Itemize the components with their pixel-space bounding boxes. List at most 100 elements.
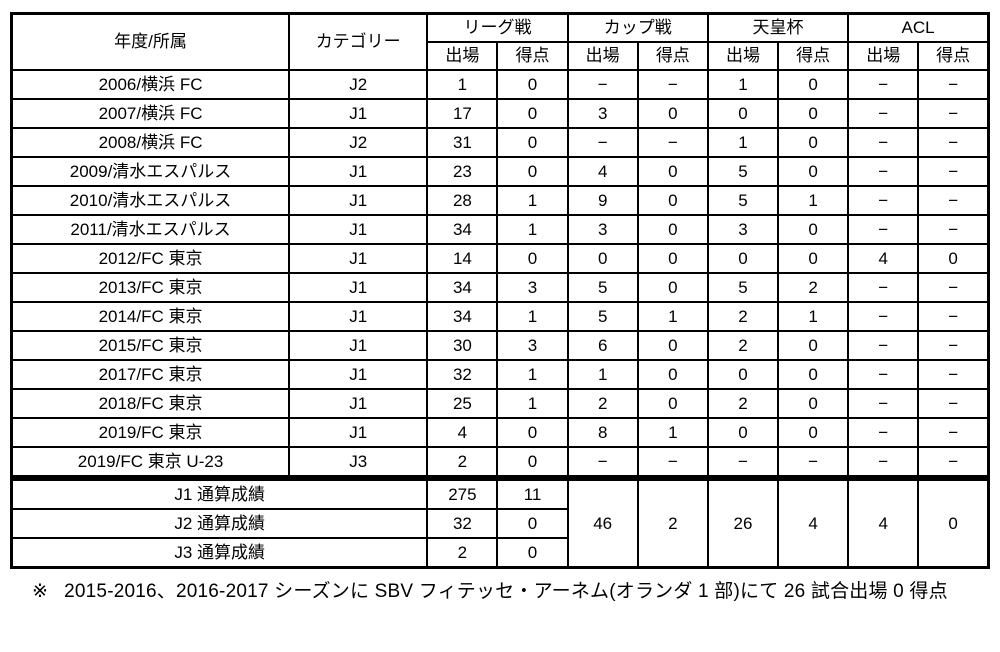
table-row: 2019/FC 東京 U-23 J3 2 0 − − − − − − <box>10 446 990 479</box>
category-cell: J1 <box>288 156 429 187</box>
category-cell: J1 <box>288 98 429 129</box>
emperor-apps-cell: 2 <box>706 388 780 419</box>
league-apps-header: 出場 <box>426 41 499 71</box>
cup-apps-cell: 3 <box>566 214 639 245</box>
league-apps-cell: 4 <box>426 417 499 448</box>
cup-apps-header: 出場 <box>566 41 639 71</box>
cup-apps-cell: 5 <box>566 272 639 303</box>
totals-label: J1 通算成績 <box>10 475 429 510</box>
acl-apps-cell: − <box>847 359 920 390</box>
league-apps-cell: 14 <box>426 243 499 274</box>
league-goals-cell: 0 <box>496 69 569 100</box>
league-group-header: リーグ戦 <box>426 12 569 43</box>
table-row: 2007/横浜 FC J1 17 0 3 0 0 0 − − <box>10 98 990 129</box>
emperor-apps-cell: 5 <box>706 185 780 216</box>
emperor-apps-cell: 3 <box>706 214 780 245</box>
totals-row-j1: J1 通算成績 275 11 46 2 26 4 4 0 <box>10 475 990 569</box>
emperor-apps-cell: 0 <box>706 243 780 274</box>
cup-apps-cell: − <box>566 127 639 158</box>
league-goals-cell: 0 <box>496 127 569 158</box>
header-group-row: 年度/所属 カテゴリー リーグ戦 カップ戦 天皇杯 ACL <box>10 12 990 71</box>
table-header: 年度/所属 カテゴリー リーグ戦 カップ戦 天皇杯 ACL 出場 得点 出場 得… <box>10 12 990 71</box>
cup-apps-cell: − <box>566 446 639 479</box>
cup-apps-cell: 6 <box>566 330 639 361</box>
acl-goals-cell: − <box>917 388 990 419</box>
acl-goals-cell: − <box>917 156 990 187</box>
acl-apps-cell: − <box>847 127 920 158</box>
acl-apps-cell: − <box>847 330 920 361</box>
cup-goals-cell: − <box>636 69 709 100</box>
emperor-goals-cell: 1 <box>777 185 850 216</box>
acl-goals-header: 得点 <box>917 41 990 71</box>
year-club-cell: 2007/横浜 FC <box>10 98 291 129</box>
year-club-cell: 2017/FC 東京 <box>10 359 291 390</box>
emperor-goals-cell: 1 <box>777 301 850 332</box>
cup-goals-header: 得点 <box>636 41 709 71</box>
stats-body: 2006/横浜 FC J2 1 0 − − 1 0 − − 2007/横浜 FC… <box>10 69 990 479</box>
acl-apps-cell: − <box>847 301 920 332</box>
table-row: 2019/FC 東京 J1 4 0 8 1 0 0 − − <box>10 417 990 448</box>
acl-apps-cell: − <box>847 185 920 216</box>
acl-apps-cell: − <box>847 214 920 245</box>
year-club-cell: 2018/FC 東京 <box>10 388 291 419</box>
acl-apps-cell: − <box>847 272 920 303</box>
acl-group-header: ACL <box>847 12 990 43</box>
emperor-apps-cell: 1 <box>706 69 780 100</box>
emperor-goals-cell: 0 <box>777 214 850 245</box>
category-cell: J1 <box>288 272 429 303</box>
cup-goals-cell: 0 <box>636 272 709 303</box>
cup-apps-cell: 5 <box>566 301 639 332</box>
totals-row-j2: J2 通算成績 32 0 <box>10 508 989 539</box>
cup-apps-cell: 4 <box>566 156 639 187</box>
career-stats-table: 年度/所属 カテゴリー リーグ戦 カップ戦 天皇杯 ACL 出場 得点 出場 得… <box>10 12 990 569</box>
cup-apps-cell: 2 <box>566 388 639 419</box>
emperor-apps-cell: 5 <box>706 272 780 303</box>
acl-apps-cell: 4 <box>847 243 920 274</box>
cup-total-goals-cell: 2 <box>636 475 709 569</box>
emperor-goals-cell: 0 <box>777 359 850 390</box>
table-row: 2012/FC 東京 J1 14 0 0 0 0 0 4 0 <box>10 243 990 274</box>
emperor-goals-cell: 0 <box>777 98 850 129</box>
league-goals-cell: 1 <box>496 388 569 419</box>
emperor-goals-cell: 0 <box>777 417 850 448</box>
emperor-total-apps-cell: 26 <box>706 475 780 569</box>
league-goals-cell: 0 <box>496 446 569 479</box>
emperor-apps-cell: 2 <box>706 330 780 361</box>
acl-apps-cell: − <box>847 417 920 448</box>
category-cell: J3 <box>288 446 429 479</box>
emperor-total-goals-cell: 4 <box>777 475 850 569</box>
emperor-goals-cell: 2 <box>777 272 850 303</box>
league-apps-cell: 17 <box>426 98 499 129</box>
acl-apps-cell: − <box>847 98 920 129</box>
emperor-goals-cell: 0 <box>777 243 850 274</box>
table-row: 2009/清水エスパルス J1 23 0 4 0 5 0 − − <box>10 156 990 187</box>
acl-goals-cell: − <box>917 185 990 216</box>
year-club-cell: 2010/清水エスパルス <box>10 185 291 216</box>
league-apps-cell: 32 <box>426 359 499 390</box>
footnote-text: 2015-2016、2016-2017 シーズンに SBV フィテッセ・アーネム… <box>64 581 948 602</box>
emperor-apps-cell: 5 <box>706 156 780 187</box>
emperor-goals-header: 得点 <box>777 41 850 71</box>
acl-goals-cell: − <box>917 417 990 448</box>
league-goals-cell: 1 <box>496 185 569 216</box>
emperor-apps-cell: 2 <box>706 301 780 332</box>
cup-apps-cell: 0 <box>566 243 639 274</box>
league-goals-cell: 3 <box>496 272 569 303</box>
league-total-apps-cell: 275 <box>426 475 499 510</box>
cup-apps-cell: − <box>566 69 639 100</box>
table-row: 2006/横浜 FC J2 1 0 − − 1 0 − − <box>10 69 990 100</box>
cup-goals-cell: − <box>636 127 709 158</box>
cup-goals-cell: 0 <box>636 98 709 129</box>
league-total-apps-cell: 2 <box>426 537 499 569</box>
league-goals-cell: 1 <box>496 214 569 245</box>
cup-goals-cell: 1 <box>636 417 709 448</box>
category-header: カテゴリー <box>288 12 429 71</box>
emperor-goals-cell: 0 <box>777 388 850 419</box>
emperor-goals-cell: − <box>777 446 850 479</box>
category-cell: J1 <box>288 185 429 216</box>
emperor-apps-cell: 0 <box>706 98 780 129</box>
acl-goals-cell: − <box>917 446 990 479</box>
league-apps-cell: 25 <box>426 388 499 419</box>
year-club-cell: 2011/清水エスパルス <box>10 214 291 245</box>
league-apps-cell: 2 <box>426 446 499 479</box>
